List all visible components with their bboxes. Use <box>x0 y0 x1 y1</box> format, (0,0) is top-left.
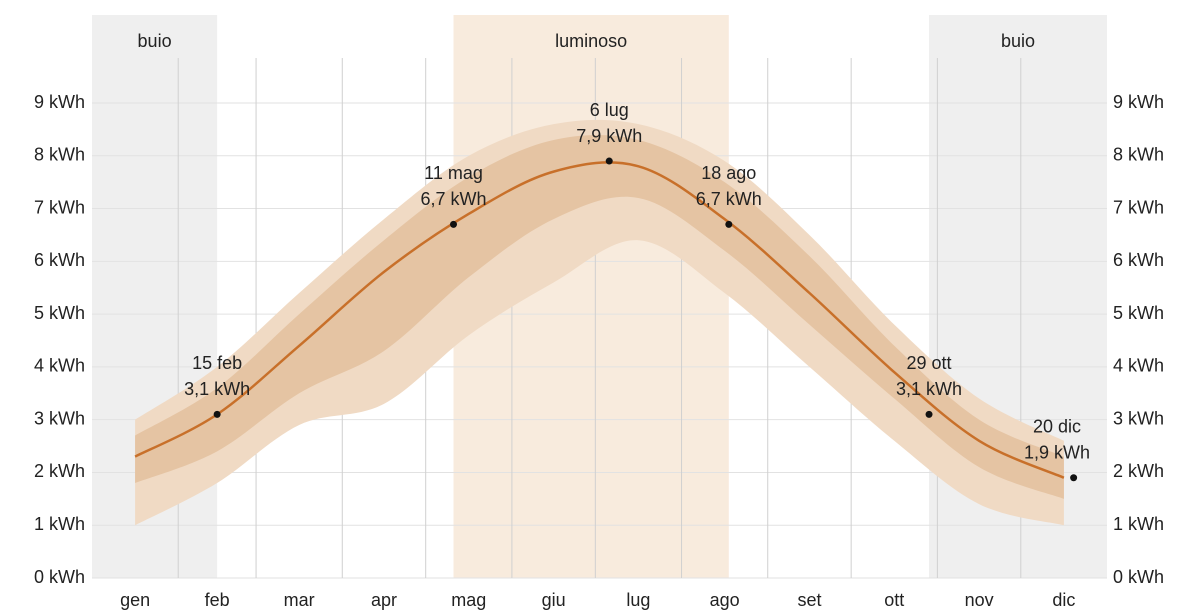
annotation-point <box>1070 474 1078 482</box>
y-tick-label: 7 kWh <box>34 197 85 217</box>
y-tick-label: 1 kWh <box>34 514 85 534</box>
period-label: buio <box>1001 31 1035 51</box>
period-label: luminoso <box>555 31 627 51</box>
annotation-label: 6,7 kWh <box>696 189 762 209</box>
annotation-label: 3,1 kWh <box>184 379 250 399</box>
annotation-point <box>213 410 221 418</box>
y-tick-label: 2 kWh <box>34 461 85 481</box>
y2-tick-label: 2 kWh <box>1113 461 1164 481</box>
annotation-label: 3,1 kWh <box>896 379 962 399</box>
y-tick-label: 6 kWh <box>34 250 85 270</box>
x-tick-label: mar <box>284 590 315 610</box>
y2-tick-label: 3 kWh <box>1113 408 1164 428</box>
x-tick-label: gen <box>120 590 150 610</box>
annotation-date: 20 dic <box>1033 416 1081 436</box>
x-tick-label: giu <box>542 590 566 610</box>
y-tick-label: 9 kWh <box>34 92 85 112</box>
y2-tick-label: 6 kWh <box>1113 250 1164 270</box>
y2-tick-label: 4 kWh <box>1113 356 1164 376</box>
y-tick-label: 3 kWh <box>34 408 85 428</box>
annotation-date: 29 ott <box>907 353 952 373</box>
x-tick-label: apr <box>371 590 397 610</box>
y-tick-label: 0 kWh <box>34 567 85 587</box>
annotation-point <box>725 220 733 228</box>
band <box>135 134 1064 499</box>
annotation-label: 1,9 kWh <box>1024 442 1090 462</box>
annotation-point <box>925 410 933 418</box>
y2-tick-label: 5 kWh <box>1113 303 1164 323</box>
line <box>134 161 1065 479</box>
x-tick-label: ago <box>710 590 740 610</box>
y-tick-label: 8 kWh <box>34 145 85 165</box>
annotation-label: 7,9 kWh <box>576 126 642 146</box>
annotation-date: 6 lug <box>590 100 629 120</box>
y2-tick-label: 1 kWh <box>1113 514 1164 534</box>
y2-tick-label: 8 kWh <box>1113 145 1164 165</box>
annotation-point <box>605 157 613 165</box>
y2-tick-label: 0 kWh <box>1113 567 1164 587</box>
x-tick-label: nov <box>965 590 994 610</box>
annotation-date: 15 feb <box>192 353 242 373</box>
x-tick-label: feb <box>205 590 230 610</box>
y2-tick-label: 7 kWh <box>1113 197 1164 217</box>
annotation-label: 6,7 kWh <box>420 189 486 209</box>
x-tick-label: lug <box>626 590 650 610</box>
y-tick-label: 5 kWh <box>34 303 85 323</box>
x-tick-label: dic <box>1052 590 1075 610</box>
annotation-date: 11 mag <box>424 163 483 183</box>
x-tick-label: mag <box>451 590 486 610</box>
y2-tick-label: 9 kWh <box>1113 92 1164 112</box>
x-tick-label: ott <box>884 590 904 610</box>
period-label: buio <box>138 31 172 51</box>
x-tick-label: set <box>797 590 821 610</box>
annotation-date: 18 ago <box>701 163 756 183</box>
y-tick-label: 4 kWh <box>34 356 85 376</box>
annotation-point <box>450 220 458 228</box>
